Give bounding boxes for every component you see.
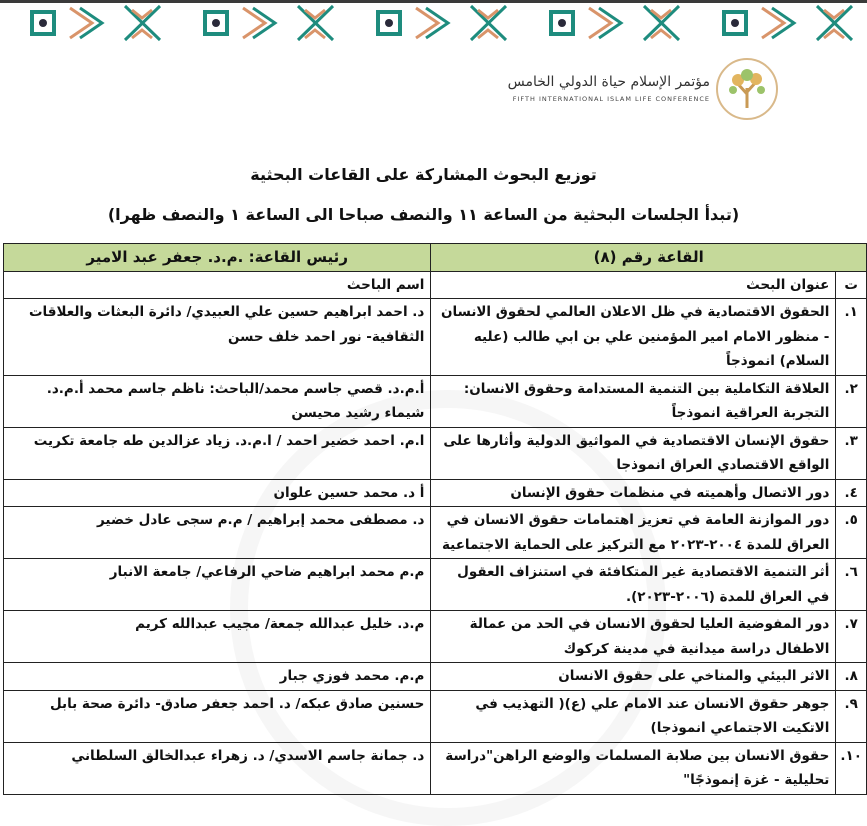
conference-logo: مؤتمر الإسلام حياة الدولي الخامس FIFTH I… <box>508 58 780 120</box>
row-number: ٨. <box>835 662 867 691</box>
chair-label: رئيس القاعة: .م.د. جعفر عبد الامير <box>2 243 432 272</box>
column-header-title: عنوان البحث <box>430 270 837 299</box>
paper-title: الاثر البيئي والمناخي على حقوق الانسان <box>430 662 837 691</box>
table-row: ٥. دور الموازنة العامة في تعزيز اهتمامات … <box>2 506 867 559</box>
table-row: ١. الحقوق الاقتصادية في ظل الاعلان العالم… <box>2 298 867 376</box>
paper-title: دور الاتصال وأهميته في منظمات حقوق الإنس… <box>430 478 837 507</box>
row-number: ٣. <box>835 426 867 480</box>
researcher-name: أ.م.د. قصي جاسم محمد/الباحث: ناظم جاسم م… <box>2 374 432 428</box>
researcher-name: د. مصطفى محمد إبراهيم / م.م سجى عادل خضي… <box>2 506 432 559</box>
paper-title: دور المفوضية العليا لحقوق الانسان في الح… <box>430 610 837 663</box>
paper-title: جوهر حقوق الانسان عند الامام علي (ع)( ال… <box>430 689 837 743</box>
table-row: ٨. الاثر البيئي والمناخي على حقوق الانسان… <box>2 662 867 691</box>
conference-name-en: FIFTH INTERNATIONAL ISLAM LIFE CONFERENC… <box>512 95 710 103</box>
paper-title: الحقوق الاقتصادية في ظل الاعلان العالمي … <box>430 298 837 376</box>
researcher-name: د. احمد ابراهيم حسين علي العبيدي/ دائرة … <box>2 298 432 376</box>
paper-title: العلاقة التكاملية بين التنمية المستدامة … <box>430 374 837 428</box>
row-number: ٩. <box>835 689 867 743</box>
researcher-name: م.م محمد ابراهيم ضاحي الرفاعي/ جامعة الا… <box>2 558 432 611</box>
paper-title: حقوق الانسان بين صلابة المسلمات والوضع ا… <box>430 741 837 795</box>
researcher-name: م.د. خليل عبدالله جمعة/ مجيب عبدالله كري… <box>2 610 432 663</box>
row-number: ٤. <box>835 478 867 507</box>
row-number: ٦. <box>835 558 867 611</box>
researcher-name: حسنين صادق عبكه/ د. احمد جعفر صادق- دائر… <box>2 689 432 743</box>
row-number: ٧. <box>835 610 867 663</box>
table-row: ٢. العلاقة التكاملية بين التنمية المستدام… <box>2 374 867 428</box>
table-row: ٧. دور المفوضية العليا لحقوق الانسان في ا… <box>2 610 867 663</box>
page-subtitle: (تبدأ الجلسات البحثية من الساعة ١١ والنص… <box>107 205 740 224</box>
paper-title: دور الموازنة العامة في تعزيز اهتمامات حق… <box>430 506 837 559</box>
paper-title: حقوق الإنسان الاقتصادية في المواثيق الدو… <box>430 426 837 480</box>
researcher-name: ا.م. احمد خضير احمد / ا.م.د. زياد عزالدي… <box>2 426 432 480</box>
table-row: ٣. حقوق الإنسان الاقتصادية في المواثيق ال… <box>2 426 867 480</box>
decorative-border-pattern <box>0 4 867 42</box>
column-header-researcher: اسم الباحث <box>2 270 432 299</box>
conference-name-ar: مؤتمر الإسلام حياة الدولي الخامس <box>507 74 710 90</box>
table-row: ٩. جوهر حقوق الانسان عند الامام علي (ع)( … <box>2 689 867 743</box>
row-number: ٥. <box>835 506 867 559</box>
researcher-name: م.م. محمد فوزي جبار <box>2 662 432 691</box>
table-row: ٤. دور الاتصال وأهميته في منظمات حقوق الإ… <box>2 478 867 507</box>
hall-label: القاعة رقم (٨) <box>430 243 867 272</box>
paper-title: أثر التنمية الاقتصادية غير المتكافئة في … <box>430 558 837 611</box>
table-header-row: القاعة رقم (٨) رئيس القاعة: .م.د. جعفر ع… <box>2 243 867 272</box>
row-number: ١٠. <box>835 741 867 795</box>
researcher-name: أ د. محمد حسين علوان <box>2 478 432 507</box>
column-header-row: ت عنوان البحث اسم الباحث <box>2 270 867 299</box>
table-row: ٦. أثر التنمية الاقتصادية غير المتكافئة ف… <box>2 558 867 611</box>
table-row: ١٠. حقوق الانسان بين صلابة المسلمات والوض… <box>2 741 867 795</box>
row-number: ٢. <box>835 374 867 428</box>
tree-logo-icon <box>716 58 778 120</box>
top-bar <box>0 0 867 3</box>
row-number: ١. <box>835 298 867 376</box>
page-title: توزيع البحوث المشاركة على القاعات البحثي… <box>250 165 597 184</box>
column-header-num: ت <box>835 270 867 299</box>
researcher-name: د. جمانة جاسم الاسدي/ د. زهراء عبدالخالق… <box>2 741 432 795</box>
schedule-table: القاعة رقم (٨) رئيس القاعة: .م.د. جعفر ع… <box>2 243 867 795</box>
